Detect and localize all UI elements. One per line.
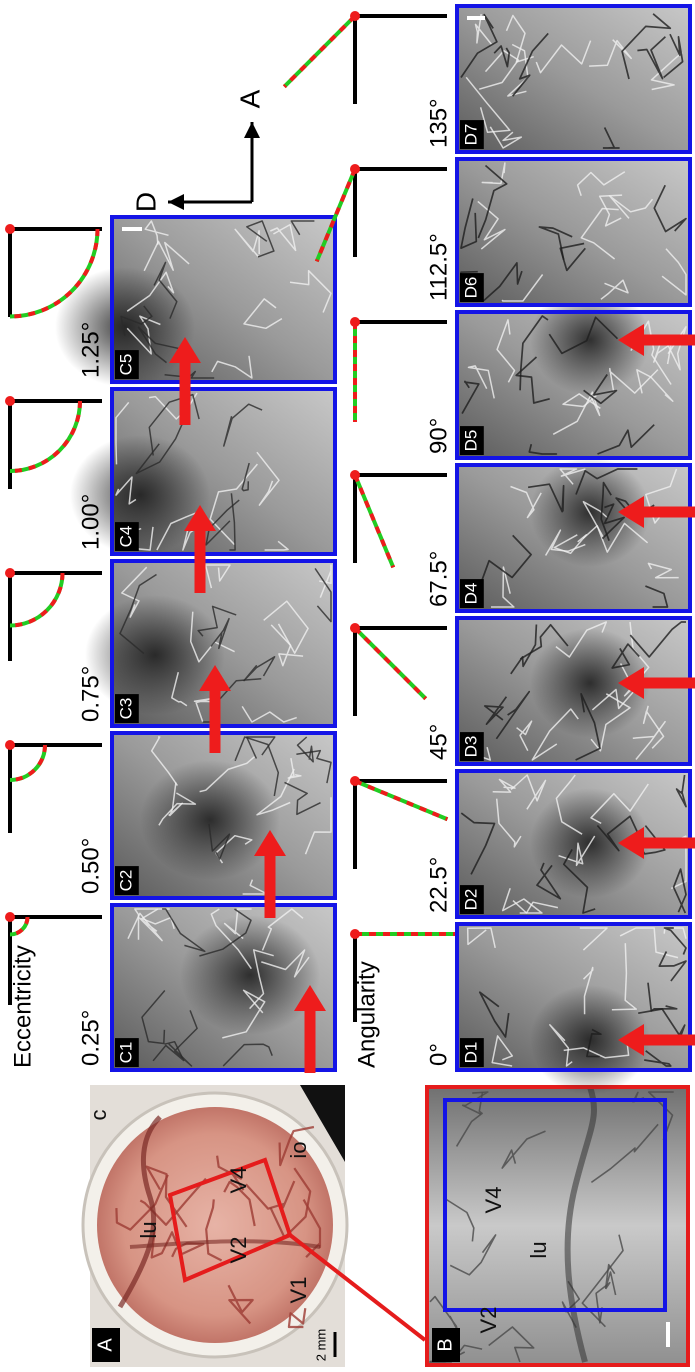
eccentricity-label: 1.25° — [77, 322, 104, 378]
panel-label: D4 — [462, 583, 481, 605]
indicator-origin — [350, 164, 360, 174]
activation — [140, 760, 280, 880]
indicator-origin — [350, 776, 360, 786]
indicator-origin — [5, 396, 15, 406]
row-title: Eccentricity — [9, 945, 36, 1068]
indicator-origin — [350, 317, 360, 327]
b-image — [425, 1085, 690, 1367]
panel-label: C2 — [117, 870, 136, 892]
angle-label: 22.5° — [425, 857, 452, 913]
indicator-origin — [5, 224, 15, 234]
region-label: io — [286, 1141, 311, 1158]
region-label: lu — [526, 1241, 551, 1258]
indicator-origin — [5, 912, 15, 922]
region-label: V4 — [226, 1167, 251, 1194]
indicator-origin — [350, 11, 360, 21]
orientation-label: A — [234, 89, 265, 108]
eccentricity-arc-base — [10, 573, 63, 626]
indicator-origin — [350, 623, 360, 633]
page: { "panel_a": {"label": "A", "regions": [… — [0, 0, 695, 1367]
indicator-origin — [350, 470, 360, 480]
eccentricity-label: 0.25° — [77, 1010, 104, 1066]
region-label: V2 — [226, 1237, 251, 1264]
angle-label: 45° — [425, 724, 452, 760]
figure-body: c lu V4 V2 V1 io 2 mm A V4 lu V2 B Eccentricity C1 0.2… — [5, 6, 695, 1367]
orientation-head — [168, 194, 184, 210]
panel-label: B — [435, 1338, 457, 1351]
scale-bar-label: 2 mm — [313, 1329, 328, 1362]
indicator-origin — [5, 740, 15, 750]
region-label: V1 — [286, 1277, 311, 1304]
panel-label: D5 — [462, 430, 481, 452]
panel-label: C5 — [117, 354, 136, 376]
indicator-origin — [350, 929, 360, 939]
angle-label: 135° — [425, 98, 452, 148]
panel-label: C1 — [117, 1042, 136, 1064]
angle-label: 90° — [425, 418, 452, 454]
orientation-label: D — [130, 192, 161, 212]
activation — [180, 915, 320, 1035]
eccentricity-label: 1.00° — [77, 494, 104, 550]
panel-label: C3 — [117, 698, 136, 720]
region-label: V4 — [481, 1187, 506, 1214]
eccentricity-label: 0.75° — [77, 666, 104, 722]
indicator-origin — [5, 568, 15, 578]
eccentricity-label: 0.50° — [77, 838, 104, 894]
panel-label: D7 — [462, 124, 481, 146]
d-image — [457, 159, 690, 305]
panel-label: D2 — [462, 889, 481, 911]
angle-label: 67.5° — [425, 551, 452, 607]
angle-label: 0° — [425, 1043, 452, 1066]
angle-label: 112.5° — [425, 233, 452, 301]
panel-label: D1 — [462, 1042, 481, 1064]
orientation-head — [244, 122, 260, 138]
region-label: V2 — [476, 1307, 501, 1334]
region-label: c — [86, 1110, 111, 1121]
region-label: lu — [136, 1221, 161, 1238]
panel-label: D3 — [462, 736, 481, 758]
figure: c lu V4 V2 V1 io 2 mm A V4 lu V2 B Eccentricity C1 0.2… — [0, 0, 695, 1367]
panel-label: A — [95, 1338, 117, 1352]
panel-label: C4 — [117, 526, 136, 548]
row-title: Angularity — [353, 961, 380, 1068]
panel-label: D6 — [462, 277, 481, 299]
